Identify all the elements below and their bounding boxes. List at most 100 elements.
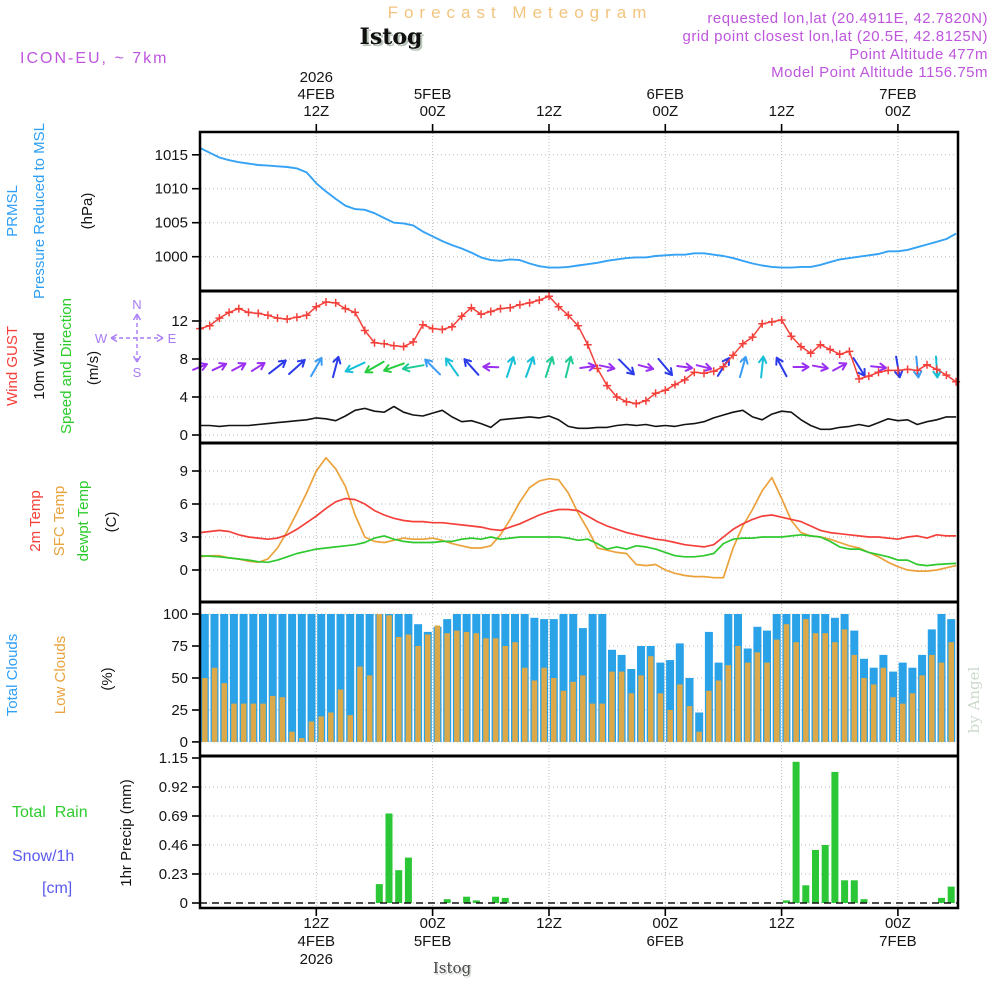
low-clouds-bar [725, 665, 731, 742]
rain-bar [501, 897, 509, 903]
wind-arrow-glyph [211, 362, 228, 372]
prmsl-label: PRMSL [4, 185, 21, 237]
low-clouds-bar [754, 652, 761, 742]
temperature-panel: 0 3 6 9 [180, 445, 957, 600]
grid-point-lonlat-label: grid point closest lon,lat (20.5E, 42.81… [683, 28, 989, 45]
total-clouds-bar [898, 662, 907, 742]
low-clouds-bars [202, 614, 954, 742]
low-clouds-bar [938, 662, 945, 742]
y-tick-label: 1015 [155, 147, 188, 164]
wind-arrow-glyph [792, 362, 810, 372]
low-clouds-bar [444, 633, 450, 742]
wind-gust-label: Wind GUST [4, 326, 21, 406]
y-tick-label: 75 [171, 638, 188, 655]
low-clouds-bar [221, 683, 227, 742]
compass-arrowheads [110, 313, 164, 363]
low-clouds-bar [473, 633, 479, 742]
rain-bar [395, 870, 403, 903]
low-clouds-bar [948, 642, 954, 742]
y-tick-label: 4 [180, 389, 188, 406]
top-time-label: 12Z [536, 103, 562, 120]
wind-arrow [870, 362, 887, 372]
wind-arrow-glyph [463, 358, 480, 376]
cm-unit-label: [cm] [42, 880, 72, 897]
wind-arrow [738, 355, 749, 379]
temp-sfc-label: SFC Temp [51, 486, 68, 557]
y-tick-label: 0.46 [159, 837, 188, 854]
low-clouds-bar [929, 654, 935, 742]
wind-arrow [364, 360, 385, 374]
low-clouds-bar [522, 667, 528, 742]
low-clouds-bar [231, 703, 237, 742]
y-tick-label: 6 [180, 496, 188, 513]
wind-gust-line [199, 295, 957, 405]
top-time-label: 12Z [769, 103, 795, 120]
snow-label: Snow/1h [12, 848, 74, 865]
wind-arrow [288, 358, 306, 376]
wind-arrow [310, 356, 323, 378]
top-time-label: 2026 [300, 69, 333, 86]
bottom-time-label: 00Z [652, 915, 678, 932]
low-clouds-bar [483, 638, 489, 742]
total-clouds-bar [569, 614, 578, 742]
total-clouds-bar [346, 614, 355, 742]
compass-e: E [168, 331, 177, 346]
wind-arrow [401, 363, 425, 373]
total-clouds-bar [220, 614, 229, 742]
low-clouds-bar [589, 703, 596, 742]
wind-arrow [852, 357, 866, 377]
wind-arrow-glyph [424, 358, 442, 376]
ms-unit-label: (m/s) [85, 351, 102, 385]
low-clouds-bar [415, 646, 421, 742]
wind-arrow-glyph [775, 356, 788, 378]
clouds-panel: 0 25 50 75 100 [163, 604, 957, 754]
low-clouds-bar [299, 738, 305, 742]
wind-arrow-glyph [544, 356, 555, 378]
wind-arrow-glyph [525, 356, 536, 378]
wind-arrow [657, 357, 674, 377]
y-tick-label: 0 [180, 427, 188, 444]
compass-n: N [132, 297, 141, 312]
rain-bars [375, 761, 955, 903]
precip-axis-label: 1hr Precip (mm) [118, 779, 135, 887]
wind-arrow [775, 356, 788, 378]
low-clouds-bar [260, 703, 266, 742]
prmsl-line [199, 147, 957, 269]
low-clouds-bar [308, 721, 315, 742]
total-clouds-bar [598, 614, 607, 742]
wind-arrow-glyph [231, 362, 247, 372]
wind-arrow-glyph [579, 362, 597, 372]
wind-arrow-glyph [401, 363, 425, 373]
y-tick-label: 100 [163, 606, 188, 623]
watermark: by Angel [965, 666, 983, 733]
low-clouds-bar [851, 654, 857, 742]
bottom-time-label: 2026 [300, 951, 333, 968]
bottom-time-label: 5FEB [414, 933, 452, 950]
wind-arrow [792, 362, 810, 372]
total-clouds-bar [666, 660, 675, 742]
y-tick-label: 3 [180, 529, 188, 546]
wind-gust-markers [196, 292, 961, 408]
y-tick-label: 50 [171, 670, 188, 687]
wind-arrow-glyph [657, 357, 674, 377]
top-time-label: 7FEB [879, 86, 917, 103]
low-clouds-bar [880, 667, 887, 742]
wind-arrow-glyph [637, 362, 655, 372]
wind-arrow [564, 355, 574, 379]
low-clouds-bar [609, 671, 615, 742]
wind-arrow-glyph [344, 361, 366, 374]
compass-w: W [95, 331, 108, 346]
low-clouds-bar [454, 630, 460, 742]
low-clouds-bar [434, 625, 441, 742]
outer-border [198, 130, 960, 910]
rain-bar [792, 761, 800, 903]
low-clouds-bar [396, 637, 402, 742]
total-rain-label: Total Rain [12, 804, 88, 821]
wind-arrow-glyph [310, 356, 323, 378]
bottom-time-label: 12Z [536, 915, 562, 932]
rain-bar [802, 885, 810, 903]
pressure-panel: 1000 1005 1010 1015 [155, 133, 957, 289]
bottom-time-label: 7FEB [879, 933, 917, 950]
low-clouds-bar [657, 693, 664, 742]
temp-2m-label: 2m Temp [27, 490, 44, 551]
